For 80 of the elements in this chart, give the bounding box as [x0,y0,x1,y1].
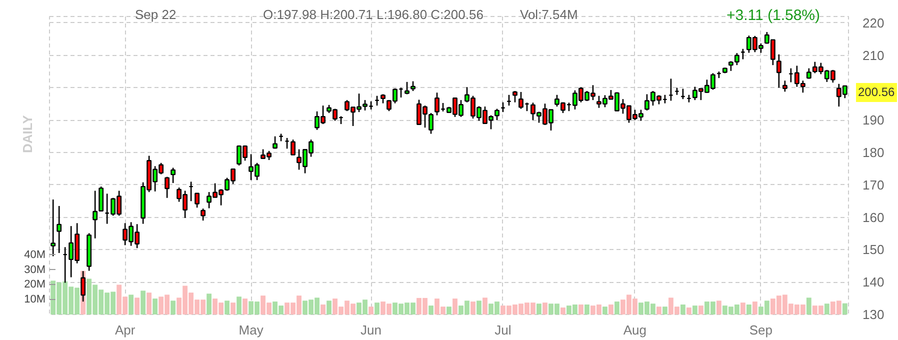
x-tick-label: Jun [360,322,382,338]
bar [242,298,248,314]
bar [752,302,758,314]
bar [320,304,326,314]
bar [584,304,590,314]
y-tick-label: 170 [862,177,884,192]
bar [740,302,746,314]
bar [602,306,608,314]
bar [608,304,614,314]
bar [452,298,458,314]
candlestick [380,94,386,104]
candlestick [194,192,200,208]
bar [542,302,548,314]
bar [470,302,476,314]
bar [152,298,158,314]
x-tick-label: May [238,322,264,338]
x-tick-label: Aug [623,322,647,338]
bar [128,294,134,314]
candlestick [404,81,410,95]
bar [536,304,542,314]
bar [140,290,146,314]
y2-tick-label: 10M [24,294,46,306]
candlestick [428,112,434,134]
bar [224,300,230,314]
candlestick [410,80,416,92]
bar [716,300,722,314]
bar [374,302,380,314]
bar [230,302,236,314]
bar [614,302,620,314]
y-tick-label: 190 [862,112,884,128]
candlestick [200,208,206,222]
x-tick-label: Apr [114,322,136,338]
bar [656,306,662,314]
y-tick-label: 150 [862,242,884,258]
bar [170,300,176,314]
bar [662,306,668,314]
x-tick-label: Sep [749,322,772,338]
y2-tick-label: 20M [24,278,46,291]
x-tick-label: Jul [494,322,512,338]
bar [146,292,152,314]
y-tick-label: 160 [862,210,884,225]
title: Sep 22 [135,6,176,24]
candlestick [776,54,782,88]
candlestick [164,176,170,199]
bar [482,298,488,314]
bar [692,306,698,314]
annotation: +3.11 (1.58%) [726,6,820,26]
candlestick [494,108,500,121]
bar [368,306,374,314]
bar [842,303,848,314]
candlestick [782,80,788,92]
bar [806,298,812,314]
bar [680,304,686,314]
candlestick [170,167,176,184]
bar [686,307,692,314]
bar [428,306,434,314]
annotation: 200.56 [856,83,897,102]
y-tick-label: 140 [862,274,884,290]
bar [134,298,140,314]
candlestick [272,136,278,150]
bar [476,300,482,314]
bar [698,306,704,314]
bar [236,296,242,314]
annotation: Vol:7.54M [520,6,578,24]
bar [560,307,566,314]
bar [578,304,584,314]
subtitle: O:197.98 H:200.71 L:196.80 C:200.56 [263,6,484,24]
y-tick-label: 130 [862,307,884,322]
bar [206,294,212,314]
bar [746,304,752,314]
bar [446,306,452,314]
y2-tick-label: 30M [24,264,46,276]
y-tick-label: 220 [862,15,884,30]
y-tick-label: 180 [862,145,884,160]
y2-tick-label: 40M [24,248,46,261]
bar [326,300,332,314]
bar [824,304,830,314]
candlestick [56,205,62,254]
y-tick-label: 210 [862,48,884,63]
candlestick [512,90,518,103]
